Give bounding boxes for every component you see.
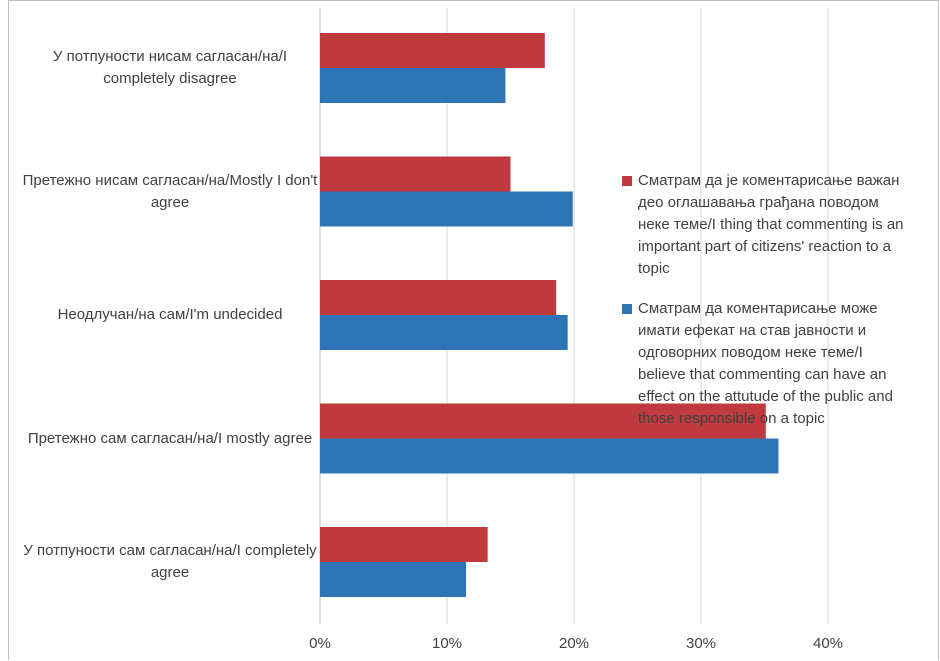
- x-tick-label-0: 0%: [309, 635, 331, 652]
- category-label-1: У потпуности нисам сагласан/на/I complet…: [20, 46, 320, 90]
- bar-2-3: [320, 315, 568, 350]
- category-label-5: У потпуности сам сагласан/на/I completel…: [20, 540, 320, 584]
- bar-2-1: [320, 68, 505, 103]
- bar-1-5: [320, 527, 488, 562]
- x-tick-label-4: 40%: [813, 635, 843, 652]
- legend-swatch-series-1: [622, 176, 632, 186]
- bar-2-2: [320, 192, 573, 227]
- legend-label-series-1: Сматрам да је коментарисање важан део ог…: [638, 172, 904, 277]
- x-tick-label-1: 10%: [432, 635, 462, 652]
- legend-swatch-series-2: [622, 304, 632, 314]
- legend: Сматрам да је коментарисање важан део ог…: [622, 170, 912, 448]
- bar-1-1: [320, 33, 545, 68]
- bar-2-5: [320, 562, 466, 597]
- bar-1-3: [320, 280, 556, 315]
- legend-label-series-2: Сматрам да коментарисање може имати ефек…: [638, 300, 893, 427]
- category-label-3: Неодлучан/на сам/I'm undecided: [20, 304, 320, 326]
- legend-item-series-2: Сматрам да коментарисање може имати ефек…: [622, 298, 912, 430]
- x-tick-label-3: 30%: [686, 635, 716, 652]
- legend-item-series-1: Сматрам да је коментарисање важан део ог…: [622, 170, 912, 280]
- category-label-2: Претежно нисам сагласан/на/Mostly I don'…: [20, 170, 320, 214]
- category-label-4: Претежно сам сагласан/на/I mostly agree: [20, 428, 320, 450]
- bar-1-2: [320, 157, 511, 192]
- x-tick-label-2: 20%: [559, 635, 589, 652]
